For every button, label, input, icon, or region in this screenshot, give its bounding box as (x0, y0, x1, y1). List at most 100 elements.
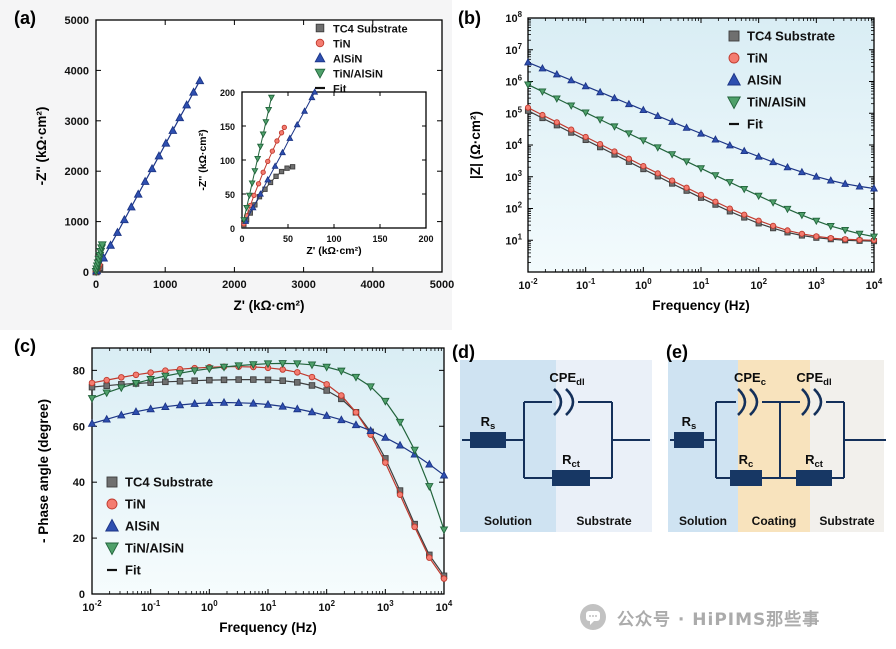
chart-a-inset-series-tin-alsin (240, 94, 275, 224)
chart-b-xlabel: Frequency (Hz) (652, 298, 750, 313)
rct-label-e: Rct (805, 452, 824, 470)
svg-text:80: 80 (73, 365, 85, 377)
svg-text:TiN: TiN (333, 39, 351, 51)
chart-b-ylabel: |Z| (Ω·cm²) (468, 111, 483, 179)
svg-text:200: 200 (220, 88, 235, 98)
chart-c-legend: TC4 Substrate TiN AlSiN TiN/AlSiN Fit (104, 475, 213, 578)
bode-phase-plot: 10-2 10-1 100 101 102 103 104 0 20 40 60 80 Frequenc… (36, 347, 453, 635)
chat-bubble-icon (580, 604, 606, 630)
rct-label-d: Rct (562, 452, 581, 470)
svg-text:4000: 4000 (65, 65, 89, 77)
watermark-text: 公众号 · HiPIMS那些事 (617, 609, 821, 630)
rs-resistor-e (674, 432, 704, 448)
solution-label-d: Solution (484, 514, 532, 528)
bode-magnitude-plot: 10-2 10-1 100 101 102 103 104 101 102 103 104 105 10… (468, 10, 883, 313)
svg-text:10-1: 10-1 (576, 277, 596, 292)
svg-text:TiN/AlSiN: TiN/AlSiN (125, 541, 184, 556)
circuit-d: Rs CPEdl Rct Solution Substrate (460, 360, 652, 532)
svg-text:AlSiN: AlSiN (747, 73, 782, 88)
chart-a-series-tin-alsin (91, 241, 107, 277)
svg-text:3000: 3000 (291, 279, 315, 291)
chart-c-series-tin-alsin (87, 360, 449, 535)
svg-text:5000: 5000 (65, 15, 89, 27)
rc-resistor-e (730, 470, 762, 486)
svg-text:103: 103 (505, 169, 522, 184)
svg-text:104: 104 (866, 277, 883, 292)
svg-text:100: 100 (326, 234, 341, 244)
svg-text:150: 150 (220, 122, 235, 132)
cpe-dl-label-d: CPEdl (549, 370, 584, 388)
svg-text:100: 100 (201, 599, 218, 614)
chart-c-ylabel: - Phase angle (degree) (36, 399, 51, 543)
chart-a-series-alsin (92, 75, 205, 275)
substrate-region-e (810, 360, 884, 532)
panel-label-b: (b) (458, 8, 481, 28)
panel-label-a: (a) (14, 8, 36, 28)
svg-text:150: 150 (372, 234, 387, 244)
svg-text:20: 20 (73, 533, 85, 545)
svg-text:0: 0 (93, 279, 99, 291)
svg-text:AlSiN: AlSiN (333, 54, 362, 66)
substrate-label-e: Substrate (819, 514, 875, 528)
svg-text:60: 60 (73, 421, 85, 433)
chart-a-inset-axes: 0 50 100 150 200 0 50 100 150 200 (220, 88, 434, 244)
circuit-wires-e (670, 401, 886, 479)
svg-text:0: 0 (230, 224, 235, 234)
svg-text:104: 104 (436, 599, 453, 614)
svg-text:1000: 1000 (153, 279, 177, 291)
coating-region-e (738, 360, 810, 532)
svg-text:100: 100 (220, 156, 235, 166)
svg-text:50: 50 (225, 190, 235, 200)
chart-c-series-alsin (87, 397, 449, 479)
panel-label-c: (c) (14, 336, 36, 356)
svg-text:104: 104 (505, 137, 522, 152)
svg-text:1000: 1000 (65, 217, 89, 229)
chart-a-inset-series-alsin (242, 88, 319, 224)
svg-text:103: 103 (377, 599, 394, 614)
watermark: 公众号 · HiPIMS那些事 (578, 602, 820, 632)
cpe-c-symbol-e (737, 388, 759, 416)
svg-text:101: 101 (260, 599, 277, 614)
svg-text:103: 103 (808, 277, 825, 292)
cpe-c-label-e: CPEc (734, 370, 766, 388)
svg-text:102: 102 (750, 277, 767, 292)
svg-text:200: 200 (418, 234, 433, 244)
svg-text:10-1: 10-1 (141, 599, 161, 614)
circuit-e: Rs CPEc CPEdl Rc Rct Solution Coating Su… (668, 360, 886, 532)
chart-b-series-alsin (523, 58, 879, 192)
svg-text:10-2: 10-2 (518, 277, 538, 292)
substrate-region-d (556, 360, 652, 532)
chart-a-axes: 0 1000 2000 3000 4000 50000100020003000400050… (65, 15, 455, 291)
svg-text:TiN/AlSiN: TiN/AlSiN (747, 95, 806, 110)
svg-text:TiN/AlSiN: TiN/AlSiN (333, 69, 383, 81)
svg-text:2000: 2000 (222, 279, 246, 291)
cpe-dl-symbol-e (801, 388, 823, 416)
svg-text:40: 40 (73, 477, 85, 489)
rct-resistor-e (796, 470, 832, 486)
svg-text:Fit: Fit (747, 117, 764, 132)
svg-text:102: 102 (318, 599, 335, 614)
rs-resistor-d (470, 432, 506, 448)
svg-text:5000: 5000 (430, 279, 454, 291)
rs-label-e: Rs (682, 414, 697, 432)
nyquist-inset-plot: 0 50 100 150 200 0 50 100 150 200 Z' (kΩ·cm²) -Z'' … (197, 88, 434, 257)
chart-a-ylabel: -Z'' (kΩ·cm²) (34, 107, 49, 186)
chart-a-xlabel: Z' (kΩ·cm²) (233, 298, 304, 313)
svg-text:102: 102 (505, 201, 522, 216)
chart-b-series-tin-alsin (523, 81, 879, 241)
svg-text:3000: 3000 (65, 116, 89, 128)
panel-label-e: (e) (666, 342, 688, 362)
svg-text:10-2: 10-2 (82, 599, 102, 614)
svg-text:101: 101 (693, 277, 710, 292)
svg-text:TiN: TiN (747, 51, 768, 66)
svg-text:TC4 Substrate: TC4 Substrate (333, 24, 408, 36)
svg-text:TiN: TiN (125, 497, 146, 512)
cpe-dl-symbol-d (553, 388, 575, 416)
svg-text:TC4 Substrate: TC4 Substrate (747, 29, 835, 44)
coating-label-e: Coating (752, 514, 797, 528)
rs-label-d: Rs (481, 414, 496, 432)
svg-text:0: 0 (79, 589, 85, 601)
substrate-label-d: Substrate (576, 514, 632, 528)
svg-text:108: 108 (505, 10, 522, 25)
